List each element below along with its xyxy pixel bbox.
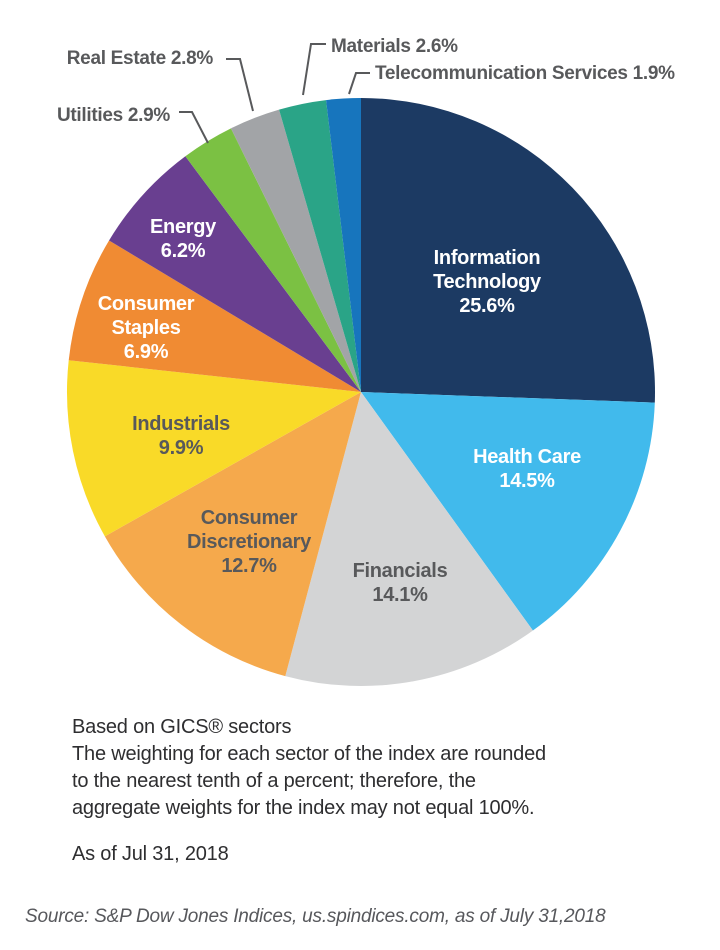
slice-label-industrials: Industrials 9.9%: [132, 413, 230, 459]
callout-line-materials: [302, 43, 326, 96]
callout-label-materials: Materials 2.6%: [331, 36, 458, 57]
source-attribution: Source: S&P Dow Jones Indices, us.spindi…: [25, 906, 606, 927]
pie-slice-industrials: [66, 360, 361, 537]
footnote-block: Based on GICS® sectors The weighting for…: [72, 714, 546, 822]
callout-line-real-estate: [226, 58, 254, 112]
slice-label-consumer-staples: Consumer Staples 6.9%: [98, 293, 195, 363]
callout-line-utilities: [179, 111, 209, 144]
pie-slice-utilities: [185, 128, 361, 392]
callout-line-telecom: [348, 72, 370, 95]
pie-slice-telecom: [326, 98, 361, 392]
pie-slice-consumer-discretionary: [104, 392, 362, 677]
pie-slice-energy: [109, 156, 361, 392]
slice-label-energy: Energy 6.2%: [150, 216, 217, 262]
pie-slice-consumer-staples: [68, 240, 361, 392]
callout-label-utilities: Utilities 2.9%: [57, 105, 170, 126]
footnote-weighting-2: to the nearest tenth of a percent; there…: [72, 770, 476, 792]
callout-label-telecom: Telecommunication Services 1.9%: [375, 63, 675, 84]
pie-slice-info-tech: [361, 98, 656, 403]
pie-slice-health-care: [361, 392, 655, 631]
footnote-gics: Based on GICS® sectors: [72, 716, 292, 738]
pie-slice-financials: [285, 392, 533, 686]
slice-label-consumer-discretionary: Consumer Discretionary 12.7%: [187, 507, 312, 577]
slice-label-health-care: Health Care 14.5%: [473, 446, 581, 492]
slice-label-financials: Financials 14.1%: [353, 560, 448, 606]
slice-label-info-tech: Information Technology 25.6%: [433, 247, 542, 317]
as-of-date: As of Jul 31, 2018: [72, 843, 229, 865]
pie-slice-real-estate: [230, 109, 361, 393]
footnote-weighting-3: aggregate weights for the index may not …: [72, 797, 535, 819]
footnote-weighting-1: The weighting for each sector of the ind…: [72, 743, 546, 765]
pie-svg: Information Technology 25.6% Health Care 14.…: [57, 36, 675, 686]
callout-label-real-estate: Real Estate 2.8%: [67, 48, 214, 69]
pie-slice-materials: [279, 100, 361, 392]
